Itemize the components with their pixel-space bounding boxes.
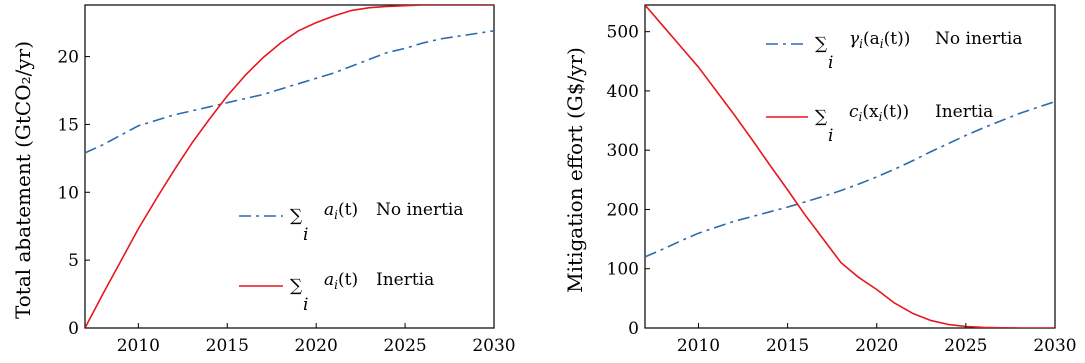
left-y-tick-label: 10 bbox=[57, 183, 79, 203]
left-y-axis-label: Total abatement (GtCO₂/yr) bbox=[11, 41, 35, 319]
right-x-tick-label: 2030 bbox=[1033, 336, 1076, 356]
right-x-tick-label: 2025 bbox=[944, 336, 987, 356]
left-legend-text-inertia: Inertia bbox=[376, 270, 434, 290]
right-y-tick-label: 100 bbox=[607, 260, 639, 280]
left-y-tick-label: 20 bbox=[57, 48, 79, 68]
left-y-ticks: 0 5 10 15 20 bbox=[57, 48, 90, 339]
right-y-tick-label: 500 bbox=[607, 23, 639, 43]
left-x-ticks: 2010 2015 2020 2025 2030 bbox=[117, 323, 516, 356]
left-legend-entry-no-inertia: ∑ i ai(t) No inertia bbox=[239, 200, 464, 245]
left-x-tick-label: 2015 bbox=[206, 336, 249, 356]
left-x-tick-label: 2020 bbox=[295, 336, 338, 356]
right-legend-expression-inertia: ci(xi(t)) bbox=[849, 102, 909, 124]
right-y-tick-label: 300 bbox=[607, 141, 639, 161]
right-legend-sum-index: i bbox=[828, 53, 833, 73]
left-x-tick-label: 2030 bbox=[472, 336, 515, 356]
right-legend-sum-index-2: i bbox=[828, 126, 833, 146]
left-y-tick-label: 0 bbox=[68, 319, 79, 339]
left-legend-entry-inertia: ∑ i ai(t) Inertia bbox=[239, 270, 434, 315]
right-x-tick-label: 2015 bbox=[766, 336, 809, 356]
right-x-tick-label: 2010 bbox=[677, 336, 720, 356]
right-series-lines bbox=[645, 5, 1055, 328]
right-y-axis-label: Mitigation effort (G$/yr) bbox=[563, 47, 587, 293]
right-legend-sum-symbol-2: ∑ bbox=[815, 107, 827, 127]
left-plot-frame bbox=[84, 4, 495, 329]
left-series-line-no-inertia bbox=[85, 30, 494, 154]
left-x-tick-label: 2010 bbox=[117, 336, 160, 356]
right-legend-expression-no-inertia: γi(ai(t)) bbox=[849, 29, 910, 51]
left-series-lines bbox=[85, 5, 494, 328]
left-y-tick-label: 5 bbox=[68, 251, 79, 271]
right-series-line-inertia bbox=[645, 5, 1055, 328]
right-x-tick-label: 2020 bbox=[855, 336, 898, 356]
right-chart: 2010 2015 2020 2025 2030 0 100 200 300 400 500 Mi… bbox=[563, 4, 1077, 356]
left-y-tick-label: 15 bbox=[57, 115, 79, 135]
right-legend-entry-no-inertia: ∑ i γi(ai(t)) No inertia bbox=[766, 29, 1023, 73]
left-series-line-inertia bbox=[85, 5, 494, 328]
right-x-ticks: 2010 2015 2020 2025 2030 bbox=[677, 323, 1077, 356]
left-legend-text-no-inertia: No inertia bbox=[376, 200, 464, 220]
right-series-line-no-inertia bbox=[645, 100, 1055, 258]
right-y-ticks: 0 100 200 300 400 500 bbox=[607, 23, 650, 339]
right-legend-sum-symbol: ∑ bbox=[815, 34, 827, 54]
right-legend-entry-inertia: ∑ i ci(xi(t)) Inertia bbox=[766, 102, 993, 146]
right-y-tick-label: 200 bbox=[607, 200, 639, 220]
right-plot-frame bbox=[644, 4, 1056, 329]
left-chart: 2010 2015 2020 2025 2030 0 5 10 15 20 Total abat… bbox=[11, 4, 516, 356]
left-legend-sum-index-2: i bbox=[303, 295, 308, 315]
right-y-tick-label: 0 bbox=[628, 319, 639, 339]
right-legend-text-no-inertia: No inertia bbox=[935, 29, 1023, 49]
left-legend-expression-no-inertia: ai(t) bbox=[324, 200, 358, 222]
left-legend-sum-index: i bbox=[303, 225, 308, 245]
left-x-tick-label: 2025 bbox=[383, 336, 426, 356]
right-legend-text-inertia: Inertia bbox=[935, 102, 993, 122]
left-legend-sum-symbol: ∑ bbox=[290, 206, 302, 226]
left-legend-expression-inertia: ai(t) bbox=[324, 270, 358, 292]
right-y-tick-label: 400 bbox=[607, 82, 639, 102]
left-legend: ∑ i ai(t) No inertia ∑ i ai(t) Inertia bbox=[239, 200, 464, 315]
left-legend-sum-symbol-2: ∑ bbox=[290, 276, 302, 296]
right-legend: ∑ i γi(ai(t)) No inertia ∑ i ci(xi(t)) I… bbox=[766, 29, 1023, 146]
